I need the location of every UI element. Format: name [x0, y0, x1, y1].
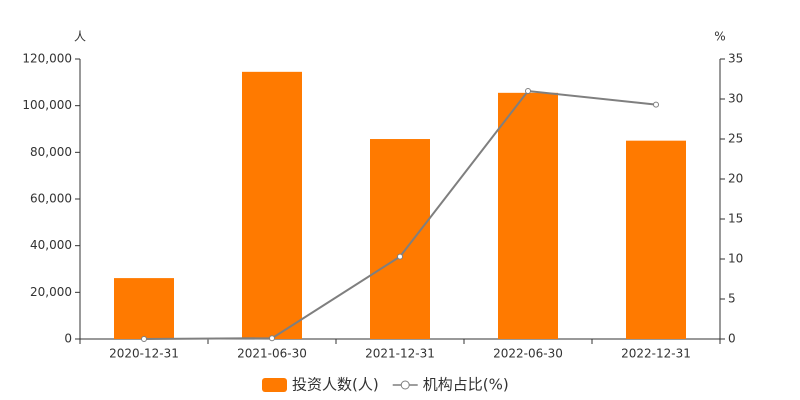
y-tick-label: 0 [64, 332, 72, 346]
y2-tick-label: 20 [728, 172, 743, 186]
x-tick-label: 2022-06-30 [493, 347, 563, 361]
x-tick-label: 2021-12-31 [365, 347, 435, 361]
y-tick-label: 100,000 [22, 98, 72, 112]
point [141, 336, 147, 342]
legend-swatch [262, 378, 287, 392]
y2-axis-unit: % [714, 30, 725, 44]
y2-tick-label: 35 [728, 52, 743, 66]
y2-tick-label: 15 [728, 212, 743, 226]
legend-point [400, 380, 410, 390]
point [397, 253, 403, 260]
x-tick-label: 2021-06-30 [237, 347, 307, 361]
y2-tick-label: 10 [728, 252, 743, 266]
y-tick-label: 60,000 [30, 192, 72, 206]
y-tick-label: 40,000 [30, 238, 72, 252]
y-tick-label: 20,000 [30, 285, 72, 299]
y2-tick-label: 5 [728, 292, 736, 306]
bar [626, 140, 686, 339]
legend-label: 投资人数(人) [292, 376, 379, 394]
y-tick-label: 80,000 [30, 145, 72, 159]
y2-tick-label: 30 [728, 92, 743, 106]
y2-tick-label: 25 [728, 132, 743, 146]
y2-tick-label: 0 [728, 332, 736, 346]
bar [370, 139, 430, 339]
y-tick-label: 120,000 [22, 52, 72, 66]
bar [498, 92, 558, 339]
y-axis-unit: 人 [74, 30, 86, 44]
bar [242, 71, 302, 339]
point [653, 101, 659, 108]
x-tick-label: 2020-12-31 [109, 347, 179, 361]
point [269, 335, 275, 342]
point [525, 88, 531, 94]
bar [114, 278, 174, 339]
x-tick-label: 2022-12-31 [621, 347, 691, 361]
legend-label: 机构占比(%) [423, 376, 509, 394]
